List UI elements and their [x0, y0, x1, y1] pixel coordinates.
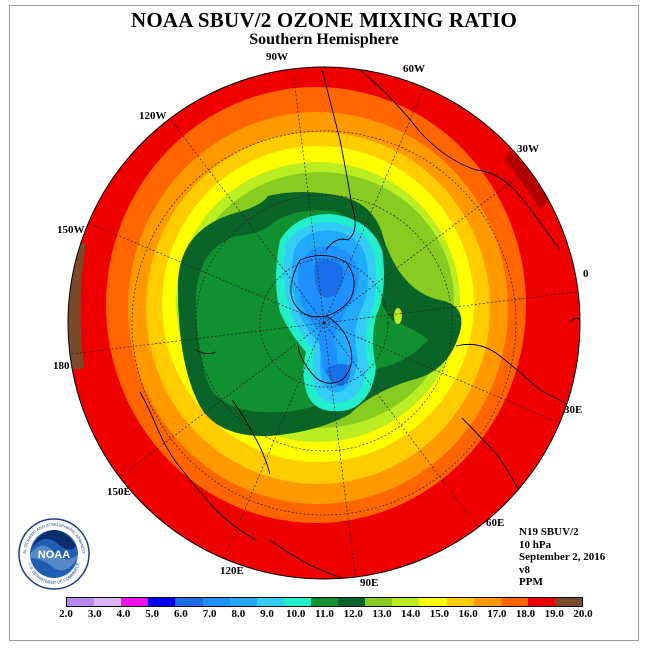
- colorbar-tick-label: 3.0: [87, 608, 102, 620]
- meridian-line: [88, 222, 325, 324]
- map-title: NOAA SBUV/2 OZONE MIXING RATIO: [131, 8, 517, 32]
- logo-text: NOAA: [38, 549, 70, 561]
- lon-label-180: 180: [53, 360, 70, 372]
- colorbar-segment: [67, 598, 95, 606]
- latitude-circle: [131, 130, 517, 516]
- lon-label-30w: 30W: [517, 143, 539, 155]
- meridian-line: [223, 322, 325, 559]
- colorbar-tick-label: 14.0: [401, 608, 421, 620]
- version-label: v8: [519, 563, 530, 576]
- graticule-lines: [69, 68, 579, 578]
- units-label: PPM: [519, 576, 543, 588]
- colorbar-ticks: 2.0 3.0 4.0 5.0 6.0 7.0 8.0 9.0 10.0 11.0 12.0 13.0…: [56, 608, 596, 622]
- colorbar-segment: [148, 598, 176, 606]
- lon-label-60w: 60W: [403, 63, 425, 75]
- colorbar-tick-label: 9.0: [260, 608, 274, 620]
- colorbar-tick-label: 17.0: [487, 608, 507, 620]
- noaa-logo-icon: NOAA NATIONAL OCEANIC AND ATMOSPHERIC AD…: [18, 518, 90, 590]
- lon-label-90e: 90E: [360, 577, 379, 589]
- lon-label-120e: 120E: [220, 565, 244, 577]
- satellite-label: N19 SBUV/2: [519, 526, 579, 538]
- colorbar-segment: [175, 598, 203, 606]
- colorbar-tick-label: 5.0: [145, 608, 160, 620]
- colorbar-tick-label: 8.0: [231, 608, 246, 620]
- colorbar-segment: [419, 598, 447, 606]
- colorbar-tick-label: 13.0: [372, 608, 392, 620]
- lon-label-30e: 30E: [564, 404, 583, 416]
- ozone-contour-field: [68, 67, 580, 579]
- colorbar-tick-label: 20.0: [573, 608, 593, 620]
- colorbar-segment: [283, 598, 311, 606]
- colorbar-tick-label: 16.0: [458, 608, 478, 620]
- colorbar-segment: [121, 598, 149, 606]
- colorbar-segment: [446, 598, 474, 606]
- colorbar-segment: [473, 598, 501, 606]
- colorbar-tick-label: 12.0: [343, 608, 363, 620]
- colorbar: [66, 597, 583, 607]
- lon-label-60e: 60E: [486, 517, 505, 529]
- colorbar-segment: [310, 598, 339, 606]
- plot-frame: [9, 5, 639, 641]
- map-subtitle: Southern Hemisphere: [249, 31, 399, 48]
- colorbar-segment: [94, 598, 122, 606]
- colorbar-segment: [527, 598, 555, 606]
- meridian-line: [119, 322, 325, 478]
- pressure-level-label: 10 hPa: [519, 538, 552, 551]
- meridian-line: [292, 68, 325, 324]
- colorbar-tick-label: 19.0: [544, 608, 564, 620]
- lon-label-150w: 150W: [57, 224, 85, 236]
- info-block: N19 SBUV/2 10 hPa September 2, 2016 v8 P…: [519, 526, 605, 589]
- colorbar-tick-label: 15.0: [429, 608, 449, 620]
- latitude-circle: [195, 194, 453, 452]
- colorbar-tick-label: 4.0: [116, 608, 131, 620]
- lon-label-120w: 120W: [139, 110, 167, 122]
- latitude-circle: [259, 258, 389, 388]
- colorbar-segment: [229, 598, 257, 606]
- lon-label-90w: 90W: [266, 51, 288, 63]
- date-label: September 2, 2016: [519, 551, 606, 563]
- colorbar-tick-label: 2.0: [59, 608, 73, 620]
- colorbar-segment: [256, 598, 284, 606]
- meridian-line: [69, 322, 325, 355]
- colorbar-tick-label: 6.0: [174, 608, 188, 620]
- meridian-line: [323, 322, 356, 578]
- colorbar-segment: [554, 598, 583, 606]
- colorbar-tick-label: 10.0: [286, 608, 306, 620]
- colorbar-tick-label: 7.0: [202, 608, 217, 620]
- colorbar-segment: [202, 598, 230, 606]
- map-boundary-circle: [67, 66, 581, 580]
- colorbar-tick-label: 18.0: [515, 608, 536, 620]
- meridian-line: [323, 322, 560, 424]
- meridian-line: [323, 291, 579, 324]
- meridian-line: [323, 87, 425, 324]
- meridian-line: [323, 322, 479, 528]
- lon-label-150e: 150E: [107, 486, 131, 498]
- lon-label-0: 0: [583, 268, 589, 280]
- colorbar-tick-label: 11.0: [315, 608, 334, 620]
- colorbar-segment: [365, 598, 393, 606]
- colorbar-segment: [500, 598, 528, 606]
- meridian-line: [323, 168, 529, 324]
- colorbar-segment: [338, 598, 366, 606]
- meridian-line: [169, 118, 325, 324]
- colorbar-segment: [392, 598, 420, 606]
